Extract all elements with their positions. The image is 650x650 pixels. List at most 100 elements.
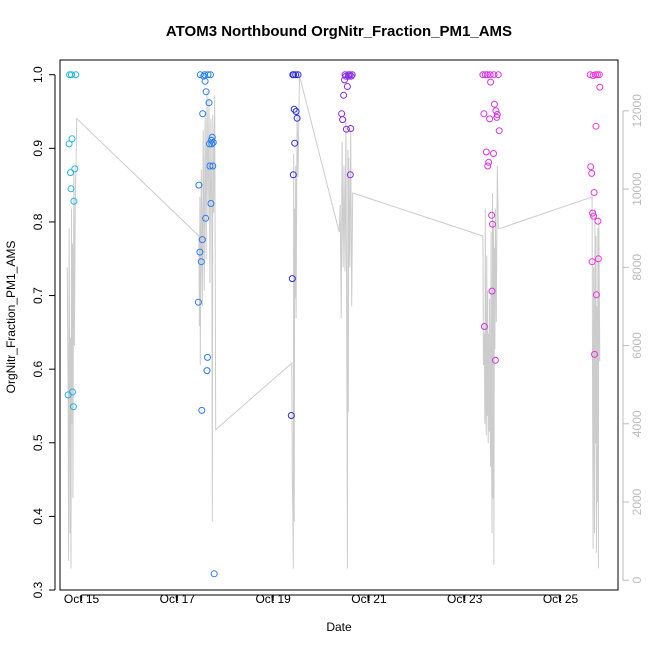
data-point [341, 71, 349, 79]
x-axis-label: Date [326, 620, 352, 634]
right-y-tick-label: 4000 [630, 410, 644, 437]
data-point [343, 83, 351, 90]
data-point [346, 71, 354, 79]
chart-title: ATOM3 Northbound OrgNitr_Fraction_PM1_AM… [166, 23, 512, 40]
altitude-line [66, 75, 601, 569]
data-point [592, 122, 600, 130]
data-point [208, 133, 216, 141]
data-point [494, 71, 502, 79]
plot-frame [59, 59, 619, 591]
y-tick-label: 0.8 [31, 213, 45, 230]
right-y-tick-label: 6000 [630, 332, 644, 359]
data-point [479, 71, 487, 79]
data-point [588, 258, 596, 266]
data-point [590, 189, 598, 196]
points-layer [64, 71, 604, 578]
data-point [288, 275, 296, 283]
y-axis: 0.3 0.4 0.5 0.6 0.7 0.8 0.9 1.0 [31, 66, 56, 598]
data-point [491, 356, 499, 364]
data-point [493, 113, 501, 121]
data-point [339, 116, 347, 124]
data-point [493, 111, 501, 118]
data-point [205, 99, 213, 107]
right-y-tick-label: 12000 [630, 94, 644, 128]
data-point [486, 71, 494, 79]
data-point [205, 140, 213, 148]
data-point [483, 71, 491, 79]
data-point [71, 165, 79, 173]
data-point [206, 71, 214, 79]
data-point [347, 72, 355, 80]
data-point [196, 71, 204, 79]
data-point [198, 236, 206, 244]
data-point [489, 220, 496, 228]
data-point [596, 83, 604, 91]
data-point [340, 91, 348, 99]
data-point [202, 214, 210, 222]
data-point [593, 71, 601, 79]
data-point [195, 181, 203, 189]
data-point [202, 88, 210, 96]
right-y-tick-label: 10000 [630, 172, 644, 206]
data-point [342, 125, 350, 133]
y-tick-label: 0.9 [31, 140, 45, 157]
data-point [65, 140, 73, 148]
data-point [292, 108, 300, 115]
data-point [594, 255, 602, 263]
data-point [348, 71, 356, 79]
data-point [590, 212, 598, 220]
data-point [345, 72, 353, 80]
data-point [347, 125, 355, 132]
data-point [287, 412, 295, 419]
data-point [346, 171, 354, 179]
data-point [482, 148, 490, 156]
y-tick-label: 0.5 [31, 434, 45, 451]
data-point [204, 353, 211, 361]
y-tick-label: 1.0 [31, 66, 45, 83]
data-point [198, 406, 206, 414]
data-point [293, 114, 301, 122]
y-axis-label: OrgNitr_Fraction_PM1_AMS [4, 241, 18, 394]
data-point [595, 71, 603, 79]
data-point [484, 162, 492, 170]
x-tick-label: Oct 23 [447, 592, 483, 606]
data-point [67, 169, 74, 177]
data-point [204, 71, 212, 79]
data-point [294, 71, 302, 79]
data-point [594, 217, 602, 225]
data-point [289, 171, 297, 179]
right-y-axis: 0 2000 4000 6000 8000 10000 12000 [622, 94, 644, 584]
data-point [206, 162, 214, 170]
data-point [589, 209, 597, 217]
data-point [490, 100, 498, 108]
data-point [481, 71, 489, 79]
y-tick-label: 0.3 [31, 581, 45, 598]
data-point [495, 127, 503, 135]
data-point [480, 323, 488, 330]
data-point [488, 211, 496, 219]
data-point [69, 403, 77, 411]
data-point [68, 71, 75, 79]
data-point [67, 185, 75, 193]
data-point [490, 71, 498, 79]
right-y-tick-label: 2000 [630, 488, 644, 515]
data-point [488, 287, 496, 295]
data-point [492, 107, 500, 115]
data-point [68, 135, 76, 143]
data-point [70, 197, 78, 205]
data-point [487, 78, 495, 86]
data-point [200, 72, 208, 80]
data-point [197, 258, 205, 266]
right-y-tick-label: 8000 [630, 254, 644, 281]
data-point [196, 248, 204, 256]
data-point [591, 350, 598, 358]
data-point [207, 200, 215, 207]
data-point [486, 115, 494, 123]
data-point [72, 71, 80, 79]
y-tick-label: 0.6 [31, 361, 45, 378]
data-point [480, 110, 488, 118]
x-tick-label: Oct 25 [543, 592, 579, 606]
right-y-tick-label: 0 [630, 577, 644, 584]
data-point [592, 71, 599, 79]
data-point [201, 77, 209, 85]
